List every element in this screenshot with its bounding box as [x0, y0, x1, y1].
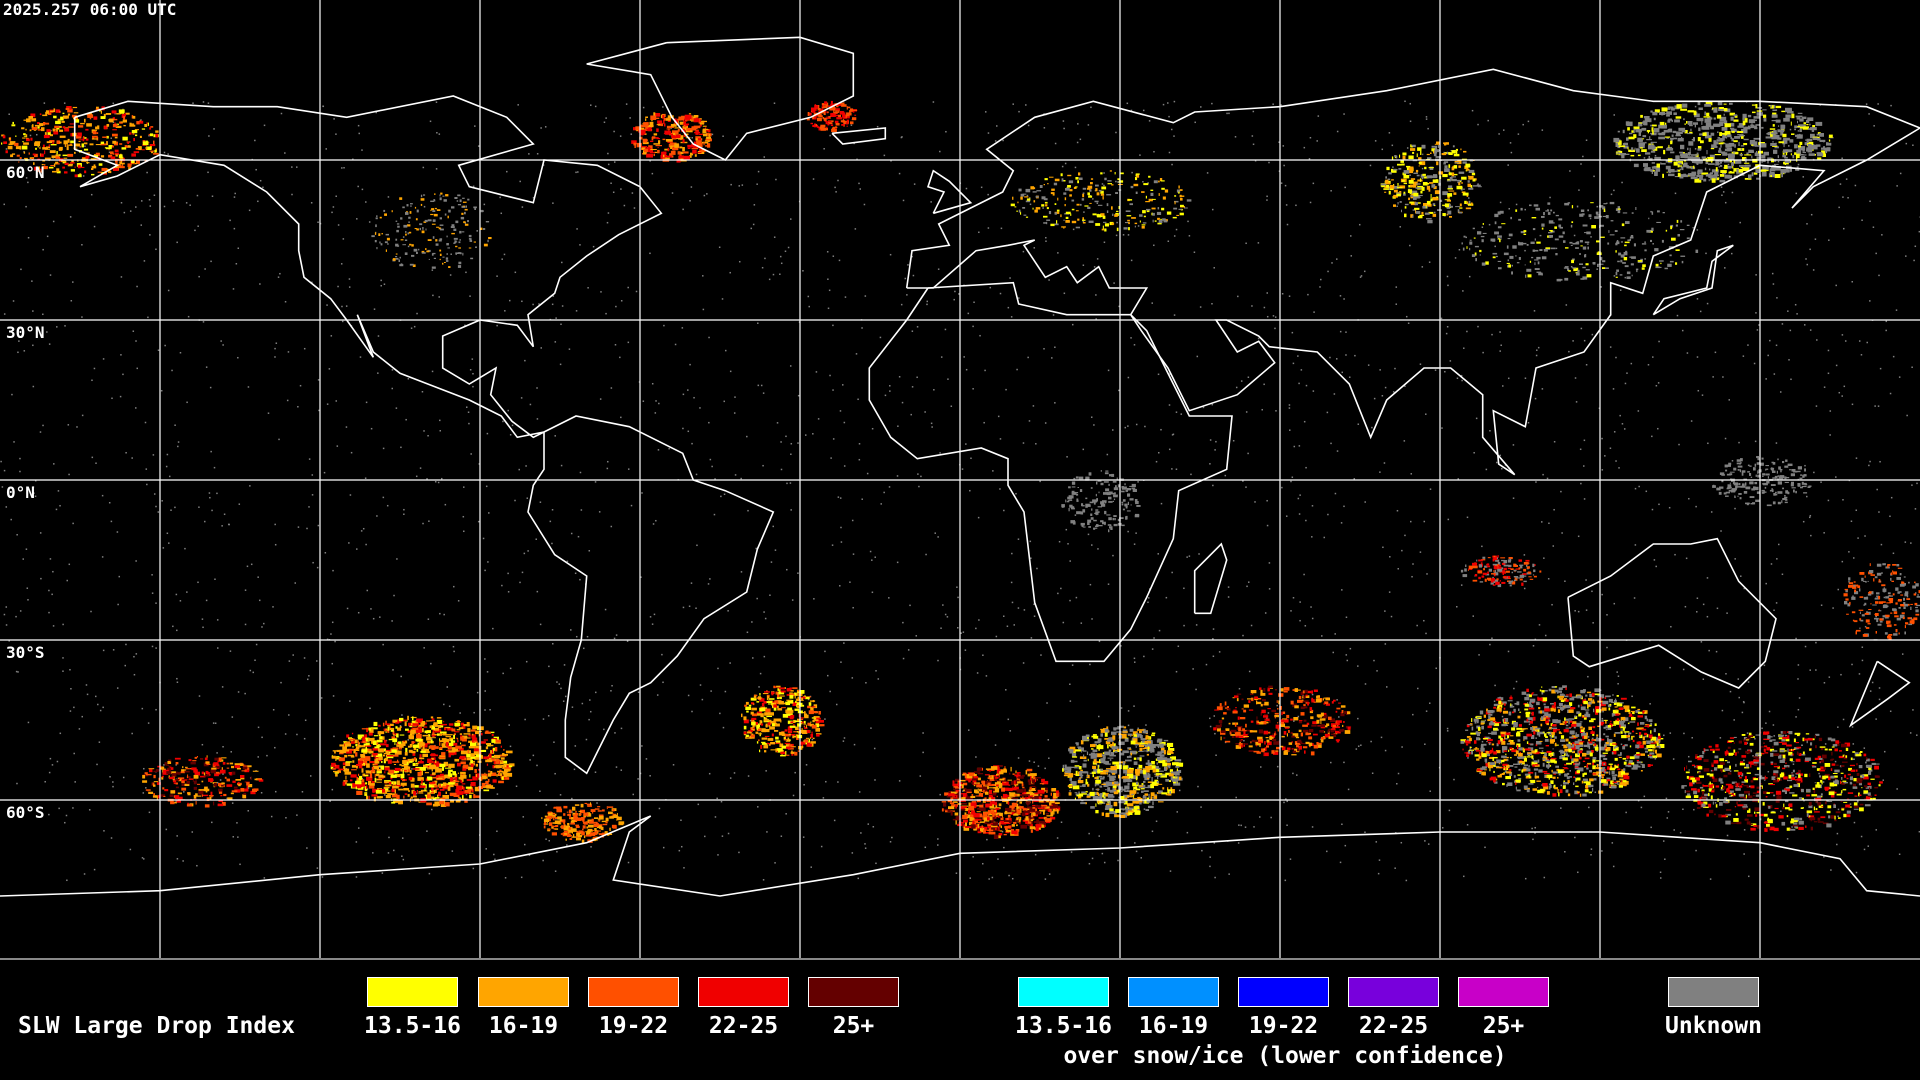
swatch-main-4 — [698, 977, 789, 1007]
swatch-main-2 — [478, 977, 569, 1007]
swatch-snow-5 — [1458, 977, 1549, 1007]
legend-title: SLW Large Drop Index — [18, 1013, 295, 1039]
lat-label-30s: 30°S — [6, 643, 45, 662]
swatch-snow-3 — [1238, 977, 1329, 1007]
swatch-main-5 — [808, 977, 899, 1007]
label-main-4: 22-25 — [708, 1013, 779, 1039]
coastline — [831, 127, 887, 145]
lat-label-30n: 30°N — [6, 323, 45, 342]
coastline — [586, 36, 855, 162]
snow-caption: over snow/ice (lower confidence) — [1063, 1043, 1507, 1069]
label-snow-1: 13.5-16 — [1015, 1013, 1112, 1039]
label-snow-4: 22-25 — [1358, 1013, 1429, 1039]
swatch-snow-2 — [1128, 977, 1219, 1007]
lat-label-60n: 60°N — [6, 163, 45, 182]
timestamp: 2025.257 06:00 UTC — [3, 0, 177, 19]
coastline — [1567, 537, 1777, 689]
coastline — [73, 95, 663, 439]
coastline — [926, 169, 973, 215]
swatch-snow-4 — [1348, 977, 1439, 1007]
coastline — [1848, 660, 1911, 728]
lat-label-60s: 60°S — [6, 803, 45, 822]
legend-divider — [0, 958, 1920, 960]
coastline — [527, 415, 775, 775]
coastline — [1652, 244, 1734, 316]
coastline — [1193, 542, 1228, 615]
slw-map — [0, 0, 1920, 958]
swatch-main-3 — [588, 977, 679, 1007]
lat-label-0: 0°N — [6, 483, 35, 502]
swatch-snow-1 — [1018, 977, 1109, 1007]
cloud-field — [0, 100, 1920, 882]
graticule — [0, 0, 1920, 958]
label-main-5: 25+ — [832, 1013, 875, 1039]
label-snow-2: 16-19 — [1138, 1013, 1209, 1039]
coastline — [868, 281, 1233, 663]
label-snow-5: 25+ — [1482, 1013, 1525, 1039]
label-snow-3: 19-22 — [1248, 1013, 1319, 1039]
label-main-2: 16-19 — [488, 1013, 559, 1039]
label-unknown: Unknown — [1665, 1013, 1762, 1039]
label-main-1: 13.5-16 — [364, 1013, 461, 1039]
coastline — [905, 68, 1920, 476]
label-main-3: 19-22 — [598, 1013, 669, 1039]
swatch-main-1 — [367, 977, 458, 1007]
swatch-unknown — [1668, 977, 1759, 1007]
